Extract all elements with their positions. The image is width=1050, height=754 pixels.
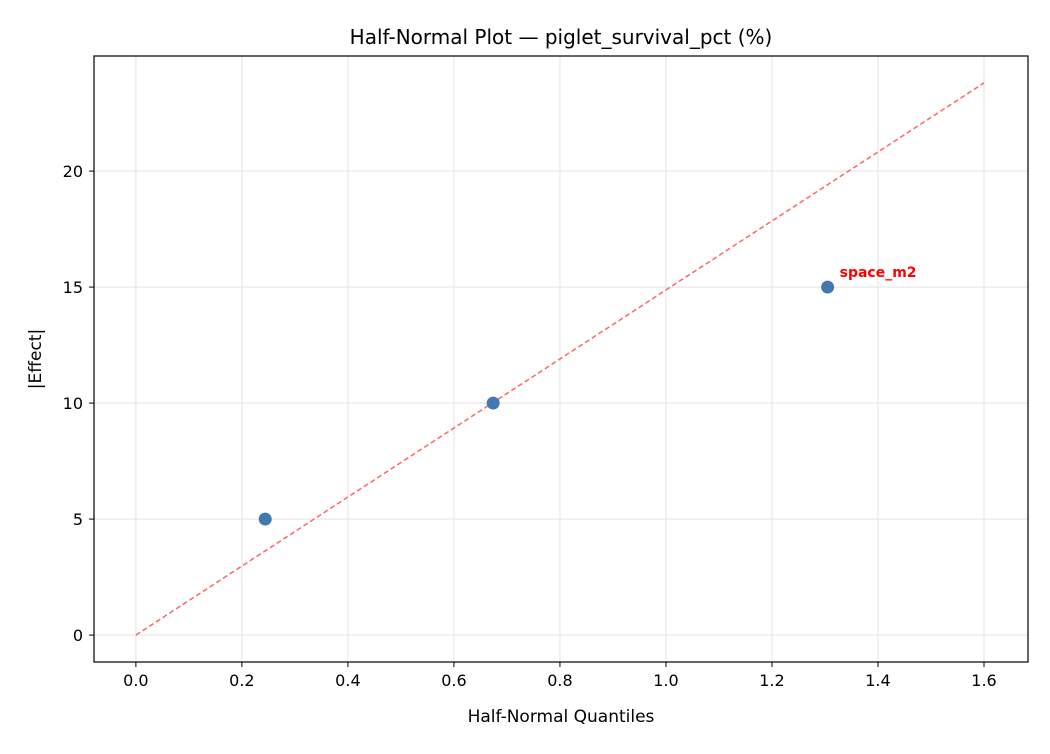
y-tick-label: 0 [73,626,83,645]
point-label: space_m2 [840,265,917,281]
y-tick-label: 15 [63,278,83,297]
marks: space_m2 [135,82,985,636]
x-tick-label: 0.0 [123,671,148,690]
y-axis-label: |Effect| [26,329,46,389]
x-tick-label: 1.2 [759,671,784,690]
y-tick-label: 10 [63,394,83,413]
data-point [258,512,272,526]
x-tick-label: 1.0 [653,671,678,690]
x-tick-label: 0.2 [229,671,254,690]
ticks: 0.0 0.2 0.4 0.6 0.8 1.0 1.2 1.4 1.6 0 5 10 15 20 [63,162,997,690]
reference-line [135,82,985,636]
x-tick-label: 0.8 [547,671,572,690]
data-point [821,280,835,294]
y-tick-label: 5 [73,510,83,529]
data-point [486,396,500,410]
x-tick-label: 1.6 [971,671,996,690]
x-tick-label: 0.4 [335,671,360,690]
x-axis-label: Half-Normal Quantiles [468,707,655,727]
y-tick-label: 20 [63,162,83,181]
x-tick-label: 1.4 [865,671,890,690]
plot-frame [93,55,1029,663]
x-tick-label: 0.6 [441,671,466,690]
chart-title: Half-Normal Plot — piglet_survival_pct (… [350,25,773,49]
